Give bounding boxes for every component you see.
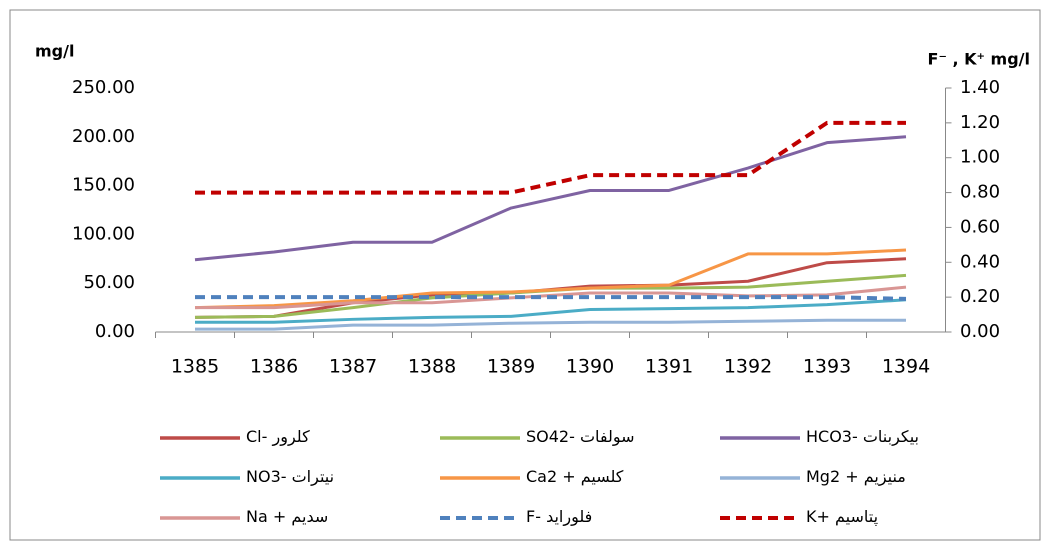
x-tick-label: 1388 xyxy=(408,356,456,378)
series-line xyxy=(194,248,907,310)
y2-tick-label: 1.20 xyxy=(960,112,1000,133)
legend-label: سدیم + Na xyxy=(246,507,329,526)
x-tick-label: 1392 xyxy=(724,356,772,378)
legend-label: پتاسیم +K xyxy=(806,507,879,526)
legend-label: نیترات -NO3 xyxy=(246,467,335,486)
y-tick-label: 250.00 xyxy=(72,77,135,98)
x-tick-label: 1393 xyxy=(803,356,851,378)
y2-tick-label: 1.40 xyxy=(960,77,1000,98)
y-tick-label: 50.00 xyxy=(83,272,135,293)
legend-label: كلرور -Cl xyxy=(246,427,310,446)
legend-label: فلوراید -F xyxy=(526,507,593,526)
x-tick-label: 1385 xyxy=(171,356,219,378)
legend-label: سولفات -SO42 xyxy=(526,427,635,446)
y2-tick-label: 1.00 xyxy=(960,147,1000,168)
x-tick-label: 1387 xyxy=(329,356,377,378)
legend-label: کلسیم + Ca2 xyxy=(526,467,624,486)
series-line xyxy=(195,120,906,195)
series-line xyxy=(194,135,907,262)
y2-tick-label: 0.40 xyxy=(960,251,1000,272)
x-tick-label: 1394 xyxy=(882,356,930,378)
y-tick-label: 200.00 xyxy=(72,126,135,147)
x-tick-label: 1386 xyxy=(250,356,298,378)
chart-frame xyxy=(9,9,1041,541)
y-tick-label: 100.00 xyxy=(72,223,135,244)
y2-tick-label: 0.60 xyxy=(960,216,1000,237)
y2-tick-label: 0.00 xyxy=(960,321,1000,342)
x-tick-label: 1389 xyxy=(487,356,535,378)
y-tick-label: 0.00 xyxy=(95,321,135,342)
legend-label: منیزیم + Mg2 xyxy=(806,467,906,486)
y2-axis-label: F⁻ , K⁺ mg/l xyxy=(928,50,1030,69)
x-tick-label: 1391 xyxy=(645,356,693,378)
series-line xyxy=(195,318,906,331)
series-line xyxy=(195,298,907,324)
y-tick-label: 150.00 xyxy=(72,175,135,196)
legend-label: بیکربنات -HCO3 xyxy=(806,427,920,446)
y2-tick-label: 0.20 xyxy=(960,286,1000,307)
series-line xyxy=(195,295,907,301)
y2-tick-label: 0.80 xyxy=(960,182,1000,203)
x-tick-label: 1390 xyxy=(566,356,614,378)
y-axis-label: mg/l xyxy=(35,42,74,61)
